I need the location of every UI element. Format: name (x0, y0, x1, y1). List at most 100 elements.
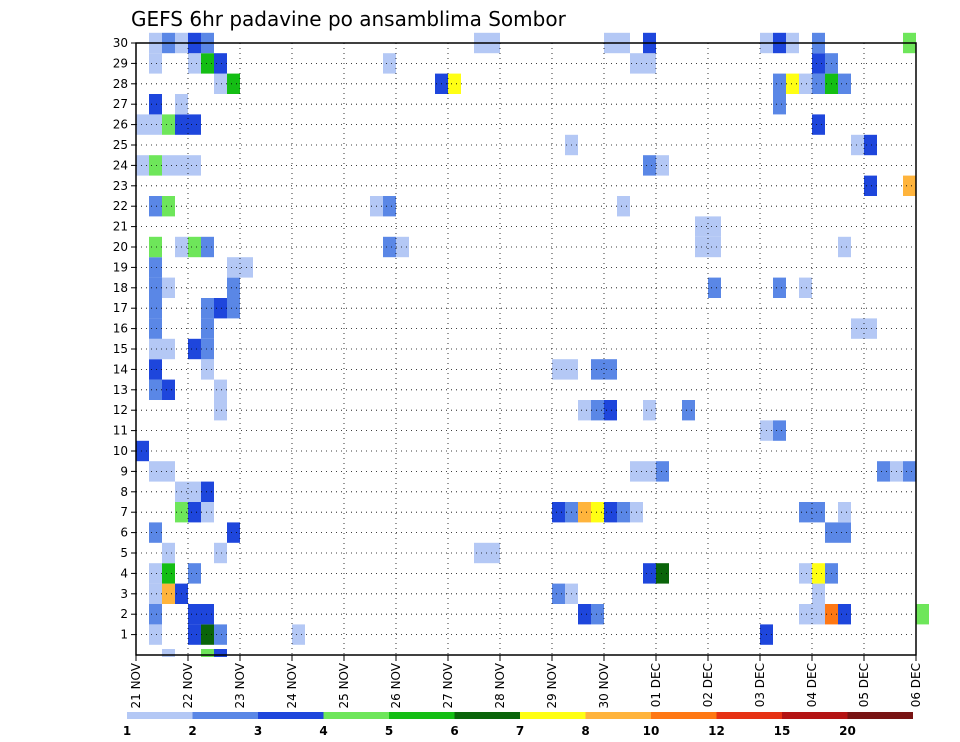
colorbar-label-2: 2 (188, 724, 196, 738)
cell-row26-slot1 (149, 114, 162, 135)
cell-row18-slot2 (162, 277, 175, 298)
cell-row28-slot7 (227, 73, 240, 94)
cell-row16-slot1 (149, 318, 162, 339)
cell-row22-slot2 (162, 196, 175, 217)
cell-row7-slot32 (552, 502, 565, 523)
cell-row3-slot2 (162, 583, 175, 604)
colorbar-swatch-5 (454, 712, 520, 719)
cell-row4-slot39 (643, 563, 656, 584)
cell-row20-slot5 (201, 236, 214, 258)
y-tick-label-30: 30 (113, 36, 128, 50)
cell-row12-slot35 (591, 400, 604, 421)
colorbar-label-7: 7 (516, 724, 524, 738)
cell-row9-slot57 (877, 461, 890, 482)
cell-row22-slot1 (149, 196, 162, 217)
cell-row27-slot49 (773, 94, 786, 115)
cell-row4-slot4 (188, 563, 201, 584)
cell-row15-slot4 (188, 338, 201, 360)
cell-row17-slot7 (227, 298, 240, 319)
cell-row3-slot32 (552, 583, 565, 604)
cell-row29-slot19 (383, 53, 396, 74)
colorbar-swatch-8 (651, 712, 717, 719)
cell-row24-slot0 (136, 155, 149, 176)
x-tick-label-5: 26 NOV (389, 662, 403, 708)
y-tick-label-22: 22 (113, 199, 128, 213)
cell-row22-slot19 (383, 196, 396, 217)
cell-row7-slot51 (799, 502, 812, 523)
x-tick-label-12: 03 DEC (753, 663, 767, 707)
cell-row18-slot7 (227, 277, 240, 298)
cell-row26-slot2 (162, 114, 175, 135)
y-axis: 1234567891011121314151617181920212223242… (113, 36, 136, 642)
cell-row12-slot34 (578, 400, 591, 421)
x-tick-label-4: 25 NOV (337, 662, 351, 708)
cell-row9-slot59 (903, 461, 916, 482)
x-tick-label-0: 21 NOV (129, 662, 143, 708)
y-tick-label-14: 14 (113, 362, 128, 376)
x-tick-label-8: 29 NOV (545, 662, 559, 708)
x-tick-label-3: 24 NOV (285, 662, 299, 708)
cell-row24-slot40 (656, 155, 669, 176)
y-tick-label-25: 25 (113, 138, 128, 152)
cell-row12-slot36 (604, 400, 617, 421)
x-tick-label-2: 23 NOV (233, 662, 247, 708)
cell-row7-slot36 (604, 502, 617, 523)
cell-row17-slot1 (149, 298, 162, 319)
cell-row8-slot5 (201, 481, 214, 502)
cell-row19-slot1 (149, 257, 162, 278)
cell-row20-slot54 (838, 236, 851, 258)
cell-row26-slot0 (136, 114, 149, 135)
colorbar-swatch-7 (585, 712, 651, 719)
cell-row10-slot0 (136, 440, 149, 462)
cell-row3-slot1 (149, 583, 162, 604)
cell-row13-slot2 (162, 379, 175, 400)
cell-row23-slot56 (864, 175, 877, 196)
cell-row4-slot52 (812, 563, 825, 584)
y-tick-label-20: 20 (113, 240, 128, 254)
x-tick-label-9: 30 NOV (597, 662, 611, 708)
cell-row5-slot27 (487, 542, 500, 564)
cell-row1-slot12 (292, 624, 305, 645)
cell-row0-slot5 (201, 649, 214, 657)
chart-title: GEFS 6hr padavine po ansamblima Sombor (131, 7, 567, 31)
x-tick-label-7: 28 NOV (493, 662, 507, 708)
grid-lines (136, 42, 916, 655)
cell-row2-slot5 (201, 604, 214, 625)
cell-row15-slot1 (149, 338, 162, 360)
cell-row1-slot5 (201, 624, 214, 645)
colorbar-label-3: 3 (254, 724, 262, 738)
colorbar-swatch-1 (192, 712, 258, 719)
cell-row13-slot1 (149, 379, 162, 400)
cell-row7-slot35 (591, 502, 604, 523)
cell-row23-slot59 (903, 175, 916, 196)
y-tick-label-27: 27 (113, 97, 128, 111)
cell-row20-slot19 (383, 236, 396, 258)
colorbar-label-8: 8 (581, 724, 589, 738)
y-tick-label-7: 7 (120, 505, 128, 519)
cell-row20-slot4 (188, 236, 201, 258)
cell-row7-slot5 (201, 502, 214, 523)
cell-row20-slot1 (149, 236, 162, 258)
colorbar: 1 2 3 4 5 6 7 8 10 12 15 20 (123, 712, 913, 738)
colorbar-label-1: 1 (123, 724, 131, 738)
cell-row2-slot34 (578, 604, 591, 625)
cell-row14-slot1 (149, 359, 162, 380)
cell-row28-slot51 (799, 73, 812, 94)
cell-row7-slot4 (188, 502, 201, 523)
cell-row28-slot24 (448, 73, 461, 94)
cell-row9-slot1 (149, 461, 162, 482)
cell-row16-slot56 (864, 318, 877, 339)
cell-row2-slot4 (188, 604, 201, 625)
y-tick-label-4: 4 (120, 566, 128, 580)
colorbar-label-10: 10 (643, 724, 660, 738)
y-tick-label-19: 19 (113, 260, 128, 274)
cell-row2-slot35 (591, 604, 604, 625)
cell-row3-slot52 (812, 583, 825, 604)
cell-row28-slot6 (214, 73, 227, 94)
y-tick-label-11: 11 (113, 424, 128, 438)
cell-row1-slot4 (188, 624, 201, 645)
cell-row4-slot1 (149, 563, 162, 584)
cell-row14-slot36 (604, 359, 617, 380)
y-tick-label-24: 24 (113, 158, 128, 172)
cell-row18-slot44 (708, 277, 721, 298)
